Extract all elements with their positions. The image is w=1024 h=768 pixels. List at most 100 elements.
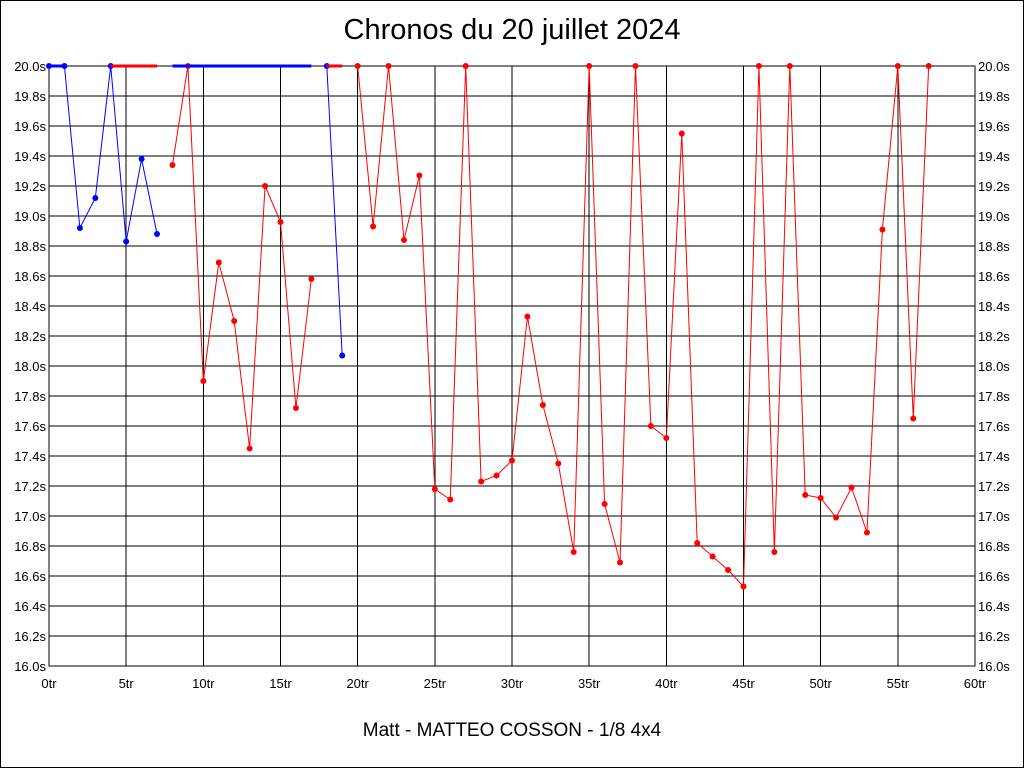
x-tick-label: 15tr [269,676,292,691]
y-tick-label-right: 17.6s [978,419,1010,434]
data-point [76,225,83,231]
data-point [817,495,824,501]
chart-grid [48,65,976,667]
data-point [478,478,485,485]
data-point [431,486,438,492]
data-point [46,63,52,69]
y-tick-label-left: 19.0s [14,209,46,224]
y-tick-label-right: 16.2s [978,629,1010,644]
y-tick-label-left: 16.6s [14,569,46,584]
data-point [370,223,377,230]
data-point [647,423,654,429]
data-point [694,540,701,546]
x-tick-label: 20tr [346,676,369,691]
x-tick-label: 60tr [964,676,987,691]
y-tick-label-left: 18.4s [14,299,46,314]
y-tick-label-right: 18.2s [978,329,1010,344]
x-tick-label: 10tr [192,676,215,691]
data-point [462,63,469,69]
y-tick-label-right: 17.8s [978,389,1010,404]
data-point [354,63,361,69]
y-tick-label-right: 17.4s [978,449,1010,464]
data-point [786,63,793,69]
data-point [555,460,562,467]
y-tick-label-left: 19.6s [14,119,46,134]
data-point [709,553,716,560]
y-tick-label-right: 19.4s [978,149,1010,164]
data-point [308,276,315,282]
x-tick-label: 35tr [578,676,601,691]
data-point [539,402,546,408]
data-point [92,195,99,201]
data-point [231,318,238,324]
data-point [339,352,346,359]
y-tick-label-left: 16.8s [14,539,46,554]
data-point [246,445,253,452]
y-tick-label-right: 16.6s [978,569,1010,584]
data-point [524,313,531,320]
chart-title: Chronos du 20 juillet 2024 [343,14,681,46]
y-tick-label-left: 19.8s [14,89,46,104]
data-point [509,457,515,464]
data-point [910,415,917,422]
data-point [493,472,500,479]
data-point [570,549,577,555]
data-point [894,63,901,69]
x-tick-label: 40tr [655,676,678,691]
data-point [755,63,762,69]
chart-series [46,63,932,590]
series-line [171,65,312,449]
x-tick-label: 0tr [41,676,57,691]
y-tick-label-right: 17.2s [978,479,1010,494]
plot-border [48,65,976,667]
series-line [49,65,158,242]
data-point [879,226,886,233]
data-point [61,63,68,69]
y-tick-label-left: 18.0s [14,359,46,374]
x-tick-label: 30tr [501,676,524,691]
y-tick-label-right: 16.4s [978,599,1010,614]
y-tick-label-right: 19.0s [978,209,1010,224]
data-point [200,378,207,384]
y-tick-label-right: 19.6s [978,119,1010,134]
data-point [925,63,932,69]
y-tick-label-right: 18.6s [978,269,1010,284]
y-tick-label-right: 16.8s [978,539,1010,554]
data-point [154,231,161,237]
y-tick-label-left: 20.0s [14,59,46,74]
y-tick-label-left: 19.4s [14,149,46,164]
chart-subtitle: Matt - MATTEO COSSON - 1/8 4x4 [362,720,662,741]
y-tick-label-left: 16.2s [14,629,46,644]
data-point [863,529,870,536]
data-point [416,172,423,179]
y-tick-label-right: 16.0s [978,659,1010,674]
data-point [277,219,284,225]
data-point [447,496,454,503]
x-tick-label: 5tr [119,676,135,691]
data-point [169,162,176,168]
data-point [262,183,269,189]
data-point [400,237,407,243]
data-point [740,583,747,590]
y-tick-label-left: 16.0s [14,659,46,674]
data-point [617,559,624,566]
data-point [292,405,299,411]
y-tick-label-right: 19.8s [978,89,1010,104]
data-point [123,238,130,245]
series-line [357,65,930,588]
data-point [385,63,392,69]
y-tick-label-left: 18.6s [14,269,46,284]
y-tick-label-right: 18.0s [978,359,1010,374]
data-point [833,514,840,521]
data-point [601,501,608,507]
data-point [215,259,222,266]
data-point [848,484,855,491]
y-tick-label-left: 18.2s [14,329,46,344]
data-point [586,63,593,69]
data-point [678,130,685,137]
data-point [771,549,778,555]
data-point [632,63,639,69]
y-tick-label-right: 20.0s [978,59,1010,74]
y-tick-label-right: 18.4s [978,299,1010,314]
